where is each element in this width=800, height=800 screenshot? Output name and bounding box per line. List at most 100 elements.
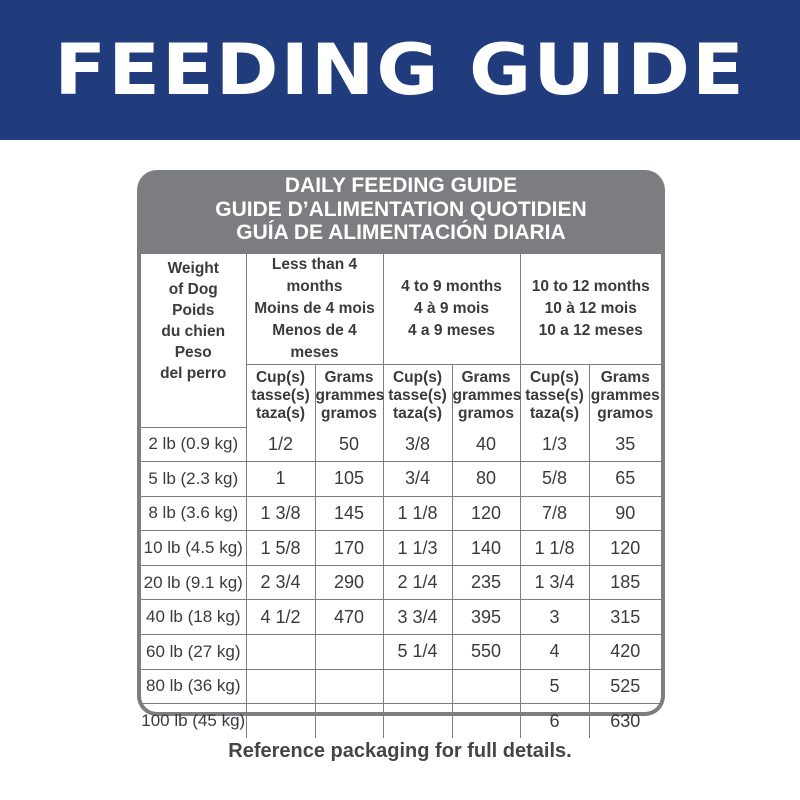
cups-cell: 3 3/4 [382, 599, 453, 636]
cups-cell: 5 1/4 [382, 634, 453, 670]
column-header-line: Grams [600, 369, 650, 386]
cups-cell: 1 1/8 [519, 530, 590, 566]
weight-cell: 2 lb (0.9 kg) [141, 427, 247, 463]
cups-cell: 2 1/4 [382, 564, 453, 601]
cups-column-header: Cup(s) tasse(s) taza(s) [519, 364, 590, 427]
footer-note: Reference packaging for full details. [228, 740, 572, 762]
cups-cell: 1 1/3 [382, 530, 453, 566]
cups-cell: 2 3/4 [245, 564, 316, 601]
guide-heading-es: GUÍA DE ALIMENTACIÓN DIARIA [236, 221, 566, 244]
weight-column-header: Weight of Dog Poids du chien Peso del pe… [141, 254, 247, 428]
weight-header-line: del perro [160, 365, 227, 382]
table-row: 20 lb (9.1 kg) 2 3/4 290 2 1/4 235 1 3/4 185 [141, 564, 662, 601]
grams-column-header: Grams grammes gramos [588, 364, 662, 427]
cups-cell [245, 703, 316, 738]
grams-cell: 290 [314, 564, 384, 601]
feeding-table: Weight of Dog Poids du chien Peso del pe… [141, 254, 662, 738]
grams-column-header: Grams grammes gramos [314, 364, 385, 427]
age-group-header: 10 to 12 months 10 à 12 mois 10 a 12 mes… [519, 254, 662, 365]
grams-cell: 50 [314, 427, 384, 463]
grams-cell: 525 [588, 668, 662, 705]
weight-cell: 8 lb (3.6 kg) [141, 495, 247, 532]
weight-cell: 10 lb (4.5 kg) [141, 530, 247, 566]
grams-cell [314, 703, 384, 738]
grams-cell: 35 [588, 427, 662, 463]
table-row: 10 lb (4.5 kg) 1 5/8 170 1 1/3 140 1 1/8 120 [141, 530, 662, 566]
grams-cell: 550 [451, 634, 521, 670]
age-group-line: 10 to 12 months [531, 278, 650, 295]
feeding-guide-panel: DAILY FEEDING GUIDE GUIDE D’ALIMENTATION… [137, 170, 665, 738]
grams-cell: 630 [588, 703, 662, 738]
age-group-header: Less than 4 months Moins de 4 mois Menos… [245, 254, 384, 365]
grams-cell [314, 668, 384, 705]
weight-header-line: du chien [161, 323, 226, 340]
weight-header-line: Poids [172, 302, 215, 319]
cups-cell [382, 668, 453, 705]
cups-cell: 4 1/2 [245, 599, 316, 636]
column-header-line: gramos [597, 405, 654, 422]
column-header-line: taza(s) [392, 405, 443, 422]
weight-header-line: Weight [167, 260, 219, 277]
cups-cell: 1 5/8 [245, 530, 316, 566]
age-group-line: 4 to 9 months [401, 278, 502, 295]
header-banner: FEEDING GUIDE [0, 0, 800, 140]
weight-header-line: Peso [174, 344, 212, 361]
weight-cell: 20 lb (9.1 kg) [141, 564, 247, 601]
cups-cell: 1 3/4 [519, 564, 590, 601]
table-row: 40 lb (18 kg) 4 1/2 470 3 3/4 395 3 315 [141, 599, 662, 636]
cups-cell [245, 668, 316, 705]
column-header-line: gramos [321, 405, 377, 422]
weight-cell: 40 lb (18 kg) [141, 599, 247, 636]
weight-header-line: of Dog [168, 281, 218, 298]
cups-cell: 1 3/8 [245, 495, 316, 532]
cups-cell: 5/8 [519, 461, 590, 497]
column-header-line: gramos [458, 405, 514, 422]
cups-cell: 6 [519, 703, 590, 738]
age-group-header: 4 to 9 months 4 à 9 mois 4 a 9 meses [382, 254, 521, 365]
table-row: 2 lb (0.9 kg) 1/2 50 3/8 40 1/3 35 [141, 427, 662, 463]
grams-cell: 235 [451, 564, 521, 601]
grams-cell: 395 [451, 599, 521, 636]
table-row: 8 lb (3.6 kg) 1 3/8 145 1 1/8 120 7/8 90 [141, 495, 662, 532]
column-header-line: Cup(s) [255, 369, 306, 386]
cups-cell: 5 [519, 668, 590, 705]
age-group-line: Less than 4 months [271, 256, 358, 295]
cups-cell: 1/3 [519, 427, 590, 463]
column-header-line: tasse(s) [525, 387, 584, 404]
weight-cell: 80 lb (36 kg) [141, 668, 247, 705]
grams-cell: 90 [588, 495, 662, 532]
age-group-line: 10 a 12 meses [538, 322, 643, 339]
cups-cell: 3 [519, 599, 590, 636]
grams-cell: 65 [588, 461, 662, 497]
cups-cell: 1/2 [245, 427, 316, 463]
cups-cell: 7/8 [519, 495, 590, 532]
cups-cell: 3/8 [382, 427, 453, 463]
age-group-line: 10 à 12 mois [544, 300, 637, 317]
cups-cell: 1 1/8 [382, 495, 453, 532]
guide-heading: DAILY FEEDING GUIDE GUIDE D’ALIMENTATION… [137, 174, 665, 245]
weight-cell: 5 lb (2.3 kg) [141, 461, 247, 497]
guide-heading-en: DAILY FEEDING GUIDE [284, 174, 518, 197]
weight-cell: 100 lb (45 kg) [141, 703, 247, 738]
grams-cell: 420 [588, 634, 662, 670]
weight-cell: 60 lb (27 kg) [141, 634, 247, 670]
grams-cell: 120 [588, 530, 662, 566]
grams-cell [451, 668, 521, 705]
table-row: 5 lb (2.3 kg) 1 105 3/4 80 5/8 65 [141, 461, 662, 497]
grams-cell: 315 [588, 599, 662, 636]
column-header-line: taza(s) [529, 405, 580, 422]
age-group-line: Menos de 4 meses [272, 322, 357, 361]
column-header-line: tasse(s) [251, 387, 310, 404]
column-header-line: tasse(s) [388, 387, 447, 404]
column-header-line: Grams [324, 369, 374, 386]
cups-column-header: Cup(s) tasse(s) taza(s) [246, 364, 316, 427]
grams-cell: 120 [451, 495, 521, 532]
grams-cell: 40 [451, 427, 521, 463]
page-title: FEEDING GUIDE [54, 29, 746, 111]
cups-cell: 3/4 [382, 461, 453, 497]
table-row: 80 lb (36 kg) 5 525 [141, 668, 662, 705]
cups-cell: 4 [519, 634, 590, 670]
column-header-line: grammes [315, 387, 385, 404]
grams-cell: 80 [451, 461, 521, 497]
cups-cell: 1 [245, 461, 316, 497]
